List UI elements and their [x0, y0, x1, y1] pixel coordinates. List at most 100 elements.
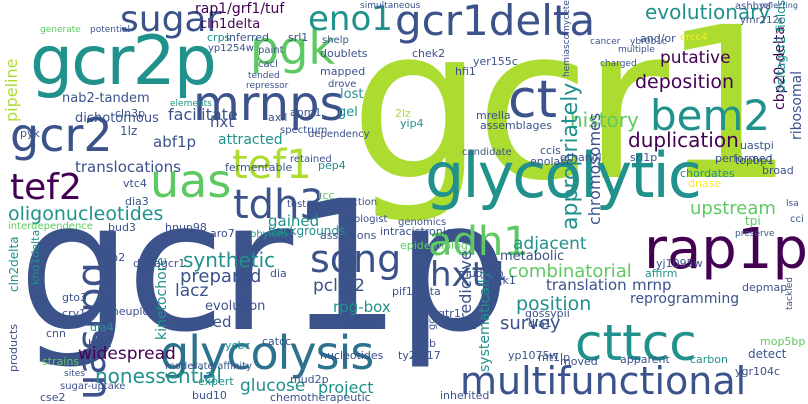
- word-tdh1: tdh1: [350, 317, 376, 330]
- word-chek2: chek2: [412, 47, 446, 60]
- word-ybr0b1c: ybr0b1c: [630, 37, 667, 47]
- word-lsa: lsa: [786, 199, 799, 209]
- word-spectrum: spectrum: [280, 125, 328, 136]
- word-1lz: 1lz: [120, 124, 138, 138]
- word-translation: translation: [546, 276, 627, 294]
- word-abf1p: abf1p: [153, 133, 197, 151]
- word-dia1: dia1: [528, 317, 552, 330]
- word-ccis: ccis: [540, 144, 561, 157]
- word-tef2: tef2: [10, 167, 82, 208]
- word-gcr2p: gcr2p: [30, 22, 217, 101]
- word-cttcc: cttcc: [575, 314, 697, 372]
- word-multifunctional: multifunctional: [460, 359, 747, 403]
- word-preserve: preserve: [735, 229, 775, 239]
- word-hxt: hxt: [210, 113, 235, 131]
- word-pgk: pgk: [250, 21, 336, 75]
- word-evolution: evolution: [205, 299, 266, 314]
- word-mrnps: mrnps: [193, 76, 345, 132]
- word-gained: gained: [268, 212, 320, 230]
- word-assertions: assertions: [320, 229, 377, 242]
- word-bpl1: bpl1: [88, 337, 113, 350]
- word-metabolic: metabolic: [500, 249, 565, 264]
- word-glucose: glucose: [240, 376, 306, 396]
- word-potential: potential: [90, 25, 131, 35]
- word-expert: expert: [198, 375, 234, 388]
- word-simultaneous: simultaneous: [360, 1, 421, 11]
- word-tested: tested: [287, 199, 319, 210]
- word-survey: survey: [500, 313, 561, 334]
- word-dia4: dia4: [90, 321, 114, 334]
- word-gel: gel: [338, 105, 358, 120]
- word-attracted: attracted: [218, 132, 283, 148]
- word-tended: tended: [248, 71, 280, 81]
- word-cancer: cancer: [590, 37, 621, 47]
- word-topbp1: topbp1: [735, 154, 774, 167]
- word-crps: crps: [207, 31, 231, 44]
- word-protection: protection: [326, 197, 378, 208]
- word-mapped: mapped: [320, 65, 366, 78]
- word-candidate: candidate: [462, 147, 512, 158]
- word-cnn: cnn: [46, 327, 66, 340]
- word-dia3: dia3: [125, 195, 149, 208]
- word-pyk: pyk: [20, 127, 40, 140]
- word-uas: uas: [150, 154, 232, 208]
- word-strains: strains: [42, 355, 80, 368]
- word-lacz: lacz: [175, 281, 209, 301]
- word-assemblages: assemblages: [480, 119, 552, 132]
- word-ycbc: ycbc: [225, 339, 251, 352]
- word-cln2delta: cln2delta: [7, 236, 21, 292]
- word-vtc4: vtc4: [123, 177, 147, 190]
- word-tef1: tef1: [232, 142, 312, 188]
- word-spaced: spaced: [178, 313, 232, 331]
- word-rap1-grf1-tuf: rap1/grf1/tuf: [195, 1, 285, 17]
- word-ygr104c: ygr104c: [735, 365, 781, 378]
- word-mop5bp: mop5bp: [760, 335, 806, 348]
- word-generate: generate: [40, 25, 81, 35]
- word-2lz: 2lz: [395, 107, 411, 120]
- word-nucleotides: nucleotides: [320, 349, 384, 362]
- word-chromosomes: chromosomes: [585, 112, 604, 225]
- word-affirm: affirm: [645, 267, 678, 280]
- word-oligonucleotides: oligonucleotides: [8, 203, 164, 225]
- word-epidemiology: epidemiology: [400, 239, 475, 252]
- word-srl1: srl1: [288, 31, 309, 44]
- word-yp1075w: yp1075w: [508, 349, 559, 362]
- word-bud10: bud10: [192, 389, 227, 402]
- word-dependency: dependency: [308, 129, 370, 140]
- word-position: position: [516, 293, 592, 315]
- word-nonessential: nonessential: [95, 364, 222, 388]
- word-tcc: tcc: [318, 189, 335, 202]
- word-rpg-box: rpg-box: [333, 298, 391, 316]
- word-apparent: apparent: [620, 353, 670, 366]
- word-hemiascomycete: hemiascomycete: [562, 0, 572, 77]
- word-pcl12: pcl1,2: [313, 276, 365, 296]
- word-backgrounds: backgrounds: [268, 224, 346, 238]
- word-duplication: duplication: [628, 128, 739, 152]
- word-retained: retained: [290, 154, 332, 165]
- word-adjacent: adjacent: [513, 234, 587, 254]
- word-tab: tab: [418, 337, 437, 350]
- word-chordates: chordates: [680, 167, 735, 180]
- word-tdh2: tdh2: [100, 251, 126, 264]
- word-mud10p: mud10p: [458, 267, 504, 280]
- word-mt1lp: mt1lp: [538, 351, 571, 364]
- word-yp1254w: yp1254w: [208, 43, 254, 54]
- word-eno1: eno1: [308, 0, 393, 39]
- word-mud2p: mud2p: [290, 373, 329, 386]
- word-bem2: bem2: [650, 91, 771, 140]
- word-doublets: doublets: [320, 47, 368, 60]
- word-pep4: pep4: [318, 159, 346, 172]
- word-cacl: cacl: [258, 59, 278, 70]
- word-rap1p: rap1p: [643, 217, 808, 282]
- word-gcr1delta: gcr1delta: [395, 0, 596, 45]
- word-intracistronic: intracistronic: [380, 225, 452, 238]
- word-pipeline: pipeline: [2, 58, 21, 122]
- word-translocations: translocations: [75, 158, 181, 176]
- word-adh1: adh1: [428, 219, 529, 265]
- word-gtr1: gtr1: [438, 307, 461, 320]
- word-apm1: apm1: [290, 106, 322, 119]
- word-facilitate: facilitate: [168, 105, 238, 124]
- word-srl1p: srl1p: [630, 151, 658, 164]
- word-aneuploid: aneuploid: [105, 305, 160, 318]
- word-synthetic: synthetic: [183, 248, 276, 272]
